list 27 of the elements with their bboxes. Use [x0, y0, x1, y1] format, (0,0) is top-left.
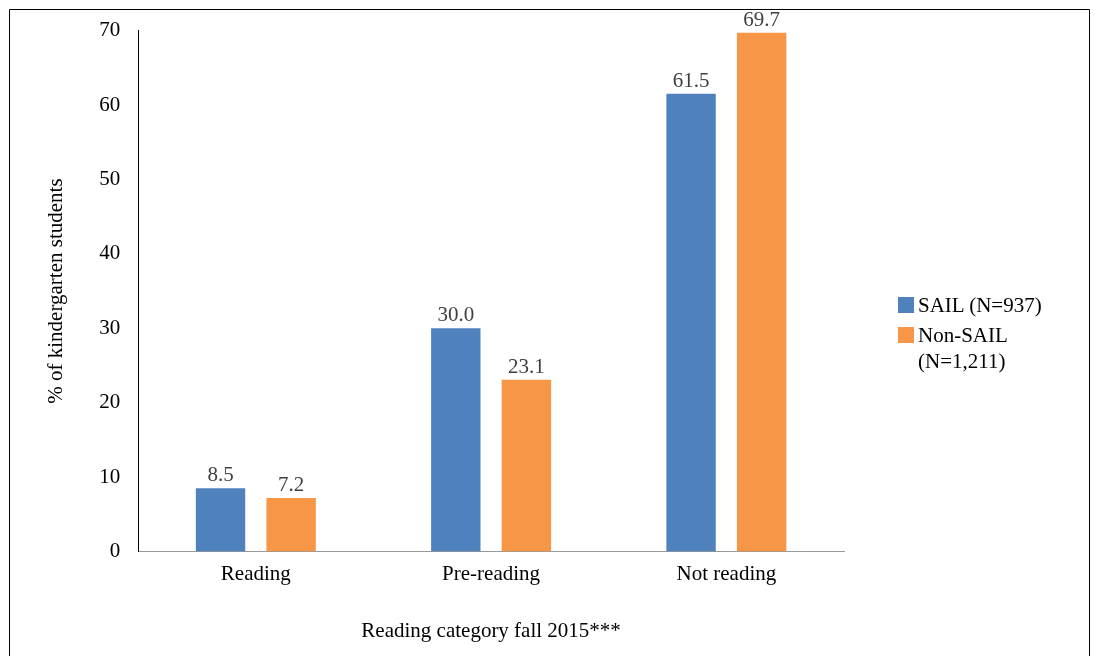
- y-axis-title: % of kindergarten students: [43, 178, 68, 404]
- legend-label: SAIL (N=937): [918, 292, 1042, 318]
- bar: [266, 498, 316, 552]
- text: 69.7: [743, 6, 781, 31]
- bar: [501, 379, 552, 552]
- x-tick-label: Pre-reading: [442, 560, 541, 585]
- x-tick-label: Reading: [220, 560, 292, 585]
- text: 61.5: [672, 67, 710, 92]
- bar: [431, 328, 481, 552]
- y-tick-label: 20: [99, 389, 121, 414]
- text: 23.1: [508, 353, 545, 378]
- y-tick-label: 60: [99, 91, 121, 116]
- y-tick-label: 70: [99, 17, 121, 42]
- text: 7.2: [278, 472, 305, 497]
- x-axis-title: Reading category fall 2015***: [361, 617, 621, 642]
- bar: [736, 32, 787, 552]
- y-tick-label: 40: [99, 240, 121, 265]
- x-tick-label: Not reading: [676, 560, 777, 585]
- y-tick-label: 50: [99, 165, 121, 190]
- bar: [666, 93, 716, 552]
- y-tick-label: 30: [99, 314, 121, 339]
- y-tick-label: 0: [109, 538, 121, 563]
- text: 8.5: [207, 462, 234, 487]
- text: 30.0: [437, 302, 475, 327]
- legend-label: Non-SAIL (N=1,211): [918, 322, 1009, 374]
- y-tick-label: 10: [99, 463, 121, 488]
- bar: [195, 488, 246, 552]
